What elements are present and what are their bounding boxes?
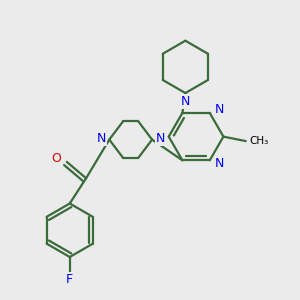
Text: N: N: [181, 95, 190, 108]
Text: N: N: [156, 132, 165, 145]
Text: N: N: [96, 132, 106, 145]
Text: N: N: [214, 103, 224, 116]
Text: O: O: [51, 152, 61, 165]
Text: N: N: [214, 158, 224, 170]
Text: F: F: [66, 273, 73, 286]
Text: CH₃: CH₃: [249, 136, 268, 146]
